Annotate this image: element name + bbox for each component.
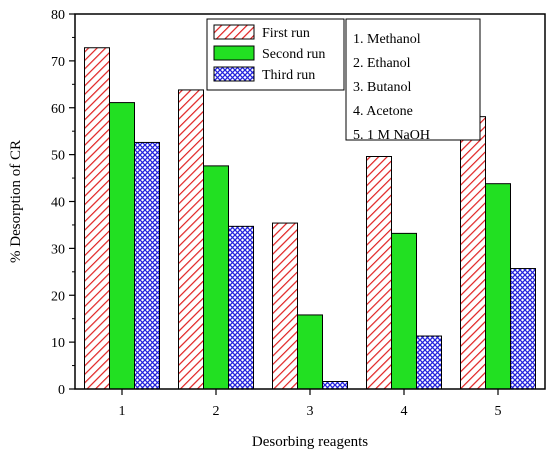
y-tick-label: 30 xyxy=(51,242,65,257)
bar-series-2-cat-2 xyxy=(203,165,229,390)
bar-series-1-cat-4 xyxy=(366,156,392,390)
bar-series-2-cat-4 xyxy=(391,232,417,390)
x-tick-label: 4 xyxy=(401,404,408,419)
reagent-note-4: 4. Acetone xyxy=(353,104,413,119)
y-tick-label: 80 xyxy=(51,8,65,23)
y-tick-label: 40 xyxy=(51,196,65,211)
legend-swatch-1 xyxy=(213,24,255,40)
bar-series-3-cat-1 xyxy=(134,141,160,390)
bar-series-3-cat-5 xyxy=(510,268,536,390)
reagent-notes-box xyxy=(345,18,481,141)
bar-series-2-cat-5 xyxy=(485,183,511,390)
legend-swatch-2 xyxy=(213,45,255,61)
y-tick-label: 0 xyxy=(58,383,65,398)
y-tick-label: 70 xyxy=(51,55,65,70)
bar-series-1-cat-2 xyxy=(178,89,204,390)
y-tick-label: 60 xyxy=(51,102,65,117)
bars-layer xyxy=(84,47,536,390)
bar-series-3-cat-2 xyxy=(228,225,254,390)
reagent-note-1: 1. Methanol xyxy=(353,32,421,47)
bar-series-1-cat-1 xyxy=(84,47,110,390)
legend-label-2: Second run xyxy=(262,47,325,62)
x-tick-label: 3 xyxy=(307,404,314,419)
legend: First run Second run Third run xyxy=(206,18,345,91)
bar-series-3-cat-3 xyxy=(322,381,348,390)
y-tick-label: 50 xyxy=(51,149,65,164)
bar-series-2-cat-1 xyxy=(109,102,135,390)
y-tick-label: 20 xyxy=(51,289,65,304)
x-axis-title: Desorbing reagents xyxy=(252,434,368,450)
bar-series-1-cat-3 xyxy=(272,222,298,390)
bar-series-1-cat-5 xyxy=(460,116,486,390)
y-axis-title: % Desorption of CR xyxy=(8,140,24,263)
reagent-notes: 1. Methanol 2. Ethanol 3. Butanol 4. Aceton… xyxy=(345,18,481,143)
x-tick-label: 1 xyxy=(119,404,126,419)
x-tick-label: 2 xyxy=(213,404,220,419)
reagent-note-3: 3. Butanol xyxy=(353,80,411,95)
ticks-layer: 0 10 20 30 40 50 60 70 80 1 2 3 4 5 xyxy=(51,8,502,419)
legend-swatch-3 xyxy=(213,66,255,82)
legend-label-1: First run xyxy=(262,26,310,41)
x-tick-label: 5 xyxy=(495,404,502,419)
y-tick-label: 10 xyxy=(51,336,65,351)
reagent-note-5: 5. 1 M NaOH xyxy=(353,128,430,143)
legend-label-3: Third run xyxy=(262,68,315,83)
reagent-note-2: 2. Ethanol xyxy=(353,56,411,71)
bar-series-3-cat-4 xyxy=(416,335,442,390)
bar-series-2-cat-3 xyxy=(297,314,323,390)
